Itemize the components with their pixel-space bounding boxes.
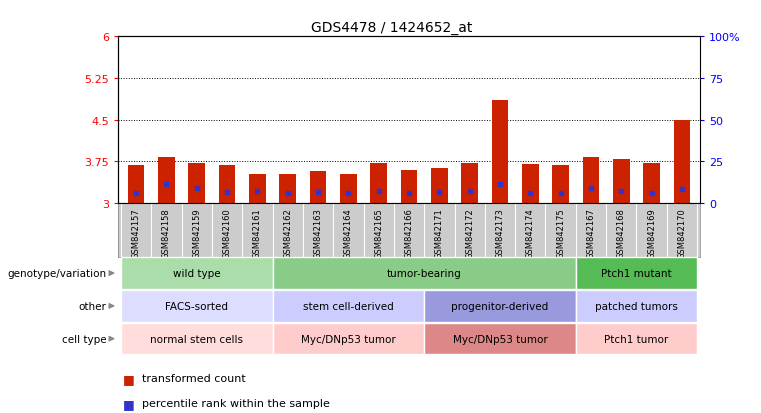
Bar [272,258,576,289]
Bar [461,163,478,204]
Bar [128,166,145,204]
Text: GSM842159: GSM842159 [193,208,202,259]
Bar [371,163,387,204]
Bar [121,323,272,354]
Text: FACS-sorted: FACS-sorted [165,301,228,311]
Bar [218,166,235,204]
Bar [249,175,266,204]
Bar [424,323,576,354]
Text: GSM842166: GSM842166 [405,208,413,259]
Bar [673,120,690,204]
Bar [576,290,697,322]
Bar [492,101,508,204]
Text: patched tumors: patched tumors [595,301,678,311]
Text: GSM842175: GSM842175 [556,208,565,259]
Bar [340,174,357,204]
Text: Myc/DNp53 tumor: Myc/DNp53 tumor [453,334,547,344]
Text: GSM842168: GSM842168 [616,208,626,259]
Text: other: other [78,301,107,311]
Text: GSM842163: GSM842163 [314,208,323,259]
Text: Myc/DNp53 tumor: Myc/DNp53 tumor [301,334,396,344]
Text: ■: ■ [123,396,135,410]
Text: percentile rank within the sample: percentile rank within the sample [142,398,330,408]
Text: GSM842169: GSM842169 [647,208,656,259]
Bar [310,171,326,204]
Bar [121,258,272,289]
Text: GSM842158: GSM842158 [162,208,171,259]
Bar [552,166,569,204]
Text: cell type: cell type [62,334,107,344]
Text: Ptch1 tumor: Ptch1 tumor [604,334,669,344]
Bar [158,158,175,204]
Text: GSM842161: GSM842161 [253,208,262,259]
Text: GSM842160: GSM842160 [223,208,231,259]
Bar [522,165,539,204]
Text: genotype/variation: genotype/variation [7,268,107,278]
Text: GSM842173: GSM842173 [495,208,505,259]
Text: GSM842165: GSM842165 [374,208,384,259]
Bar [424,290,576,322]
Text: GSM842157: GSM842157 [132,208,141,259]
Bar [121,290,272,322]
Bar [576,258,697,289]
Bar [279,174,296,204]
Bar [272,323,424,354]
Text: GSM842162: GSM842162 [283,208,292,259]
Bar [431,169,447,204]
Bar [643,164,660,204]
Text: normal stem cells: normal stem cells [150,334,244,344]
Text: transformed count: transformed count [142,373,246,383]
Bar [189,163,205,204]
Bar [401,170,417,204]
Text: GSM842170: GSM842170 [677,208,686,259]
Text: progenitor-derived: progenitor-derived [451,301,549,311]
Text: tumor-bearing: tumor-bearing [387,268,462,278]
Text: Ptch1 mutant: Ptch1 mutant [601,268,672,278]
Bar [583,158,600,204]
Text: GSM842164: GSM842164 [344,208,353,259]
Text: GSM842174: GSM842174 [526,208,535,259]
Text: wild type: wild type [173,268,221,278]
Bar [576,323,697,354]
Text: GSM842167: GSM842167 [587,208,595,259]
Text: ■: ■ [123,372,135,385]
Text: GSM842171: GSM842171 [435,208,444,259]
Title: GDS4478 / 1424652_at: GDS4478 / 1424652_at [311,21,473,35]
Text: GSM842172: GSM842172 [465,208,474,259]
Text: stem cell-derived: stem cell-derived [303,301,393,311]
Bar [272,290,424,322]
Bar [613,159,629,204]
